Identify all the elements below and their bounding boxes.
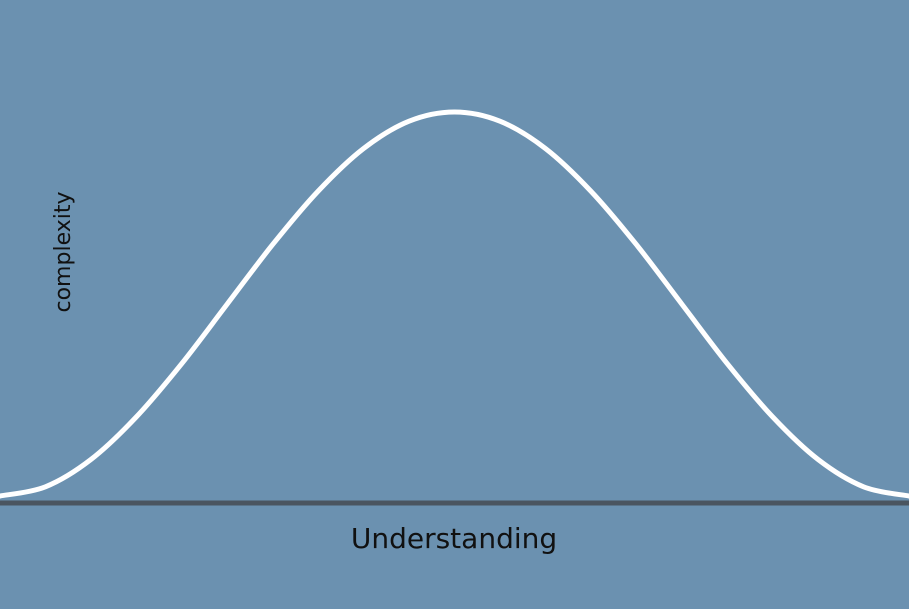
y-axis-label: complexity [51, 192, 76, 313]
series-line-0 [0, 109, 909, 499]
x-axis-label: Understanding [351, 522, 557, 555]
curve-layer [0, 109, 909, 499]
